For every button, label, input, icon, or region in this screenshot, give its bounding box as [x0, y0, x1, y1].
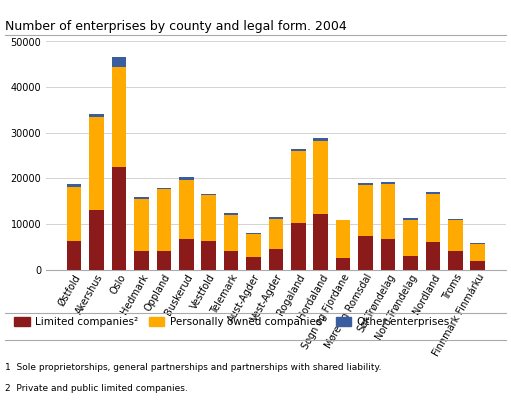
Bar — [381, 184, 396, 239]
Bar — [201, 193, 216, 195]
Bar — [471, 261, 485, 270]
Bar — [313, 138, 328, 141]
Bar — [179, 177, 194, 180]
Bar — [448, 220, 462, 251]
Bar — [403, 218, 417, 220]
Bar — [89, 114, 104, 117]
Bar — [224, 251, 239, 270]
Bar — [179, 239, 194, 270]
Bar — [112, 167, 126, 270]
Bar — [112, 57, 126, 66]
Bar — [156, 188, 171, 189]
Bar — [89, 210, 104, 270]
Bar — [471, 244, 485, 261]
Bar — [471, 243, 485, 244]
Bar — [291, 151, 306, 223]
Bar — [246, 257, 261, 270]
Bar — [246, 233, 261, 234]
Text: 2  Private and public limited companies.: 2 Private and public limited companies. — [5, 384, 188, 393]
Bar — [313, 141, 328, 214]
Bar — [134, 197, 149, 198]
Bar — [201, 195, 216, 241]
Bar — [358, 185, 373, 236]
Legend: Limited companies², Personally owned companies¹, Other enterprises: Limited companies², Personally owned com… — [10, 312, 453, 331]
Bar — [358, 236, 373, 270]
Bar — [67, 242, 81, 270]
Text: Number of enterprises by county and legal form. 2004: Number of enterprises by county and lega… — [5, 20, 347, 33]
Text: 1  Sole proprietorships, general partnerships and partnerships with shared liabi: 1 Sole proprietorships, general partners… — [5, 363, 382, 372]
Bar — [403, 256, 417, 270]
Bar — [269, 217, 283, 219]
Bar — [381, 182, 396, 184]
Bar — [67, 184, 81, 187]
Bar — [134, 251, 149, 270]
Bar — [112, 66, 126, 167]
Bar — [224, 213, 239, 215]
Bar — [224, 215, 239, 251]
Bar — [179, 180, 194, 239]
Bar — [448, 219, 462, 220]
Bar — [426, 192, 440, 194]
Bar — [134, 198, 149, 251]
Bar — [269, 249, 283, 270]
Bar — [426, 242, 440, 270]
Bar — [201, 241, 216, 270]
Bar — [269, 219, 283, 249]
Bar — [358, 183, 373, 185]
Bar — [67, 187, 81, 242]
Bar — [336, 258, 351, 270]
Bar — [246, 234, 261, 257]
Bar — [403, 220, 417, 256]
Bar — [448, 251, 462, 270]
Bar — [313, 214, 328, 270]
Bar — [291, 223, 306, 270]
Bar — [426, 194, 440, 242]
Bar — [336, 220, 351, 258]
Bar — [156, 189, 171, 251]
Bar — [381, 239, 396, 270]
Bar — [291, 149, 306, 151]
Bar — [156, 251, 171, 270]
Bar — [89, 117, 104, 210]
